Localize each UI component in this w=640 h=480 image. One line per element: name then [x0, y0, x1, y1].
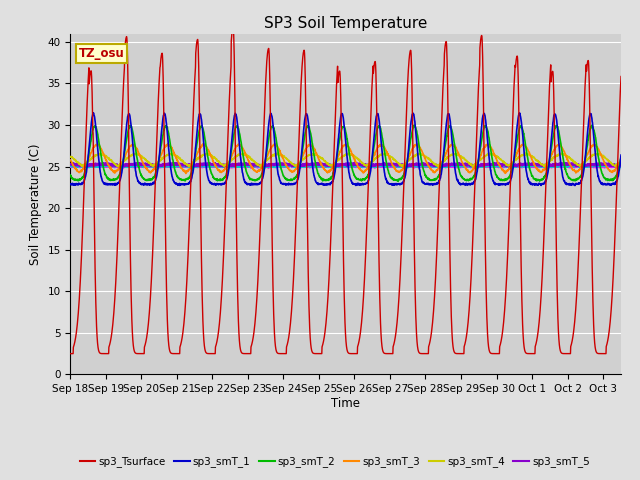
Text: TZ_osu: TZ_osu — [79, 47, 124, 60]
Y-axis label: Soil Temperature (C): Soil Temperature (C) — [29, 143, 42, 265]
X-axis label: Time: Time — [331, 397, 360, 410]
Title: SP3 Soil Temperature: SP3 Soil Temperature — [264, 16, 428, 31]
